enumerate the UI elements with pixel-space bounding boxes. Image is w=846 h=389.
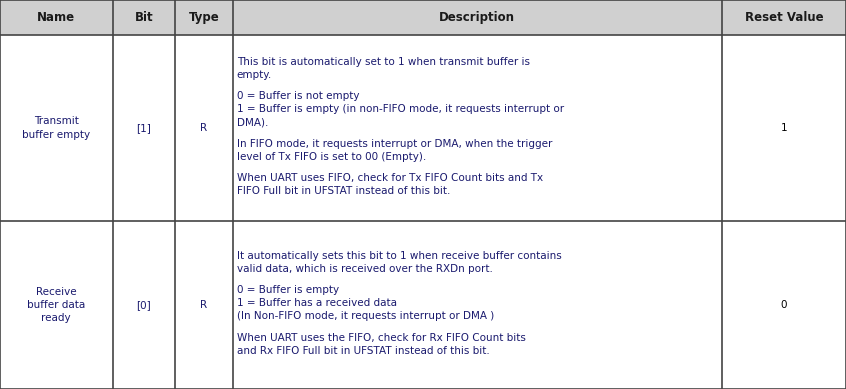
Text: Reset Value: Reset Value [744,11,823,24]
Bar [233,0,722,35]
Bar [0,221,113,389]
Bar [722,35,846,221]
Text: (In Non-FIFO mode, it requests interrupt or DMA ): (In Non-FIFO mode, it requests interrupt… [237,312,494,321]
Text: 1 = Buffer has a received data: 1 = Buffer has a received data [237,298,397,308]
Text: When UART uses FIFO, check for Tx FIFO Count bits and Tx: When UART uses FIFO, check for Tx FIFO C… [237,173,543,183]
Text: 0: 0 [781,300,787,310]
Text: 1 = Buffer is empty (in non-FIFO mode, it requests interrupt or: 1 = Buffer is empty (in non-FIFO mode, i… [237,104,563,114]
Bar [722,221,846,389]
Text: Name: Name [37,11,75,24]
Text: Description: Description [439,11,515,24]
Text: and Rx FIFO Full bit in UFSTAT instead of this bit.: and Rx FIFO Full bit in UFSTAT instead o… [237,346,489,356]
Text: DMA).: DMA). [237,117,268,127]
Text: Type: Type [189,11,219,24]
Bar [0,0,113,35]
Text: R: R [201,300,207,310]
Text: Transmit
buffer empty: Transmit buffer empty [22,116,91,140]
Bar [113,0,175,35]
Text: 0 = Buffer is empty: 0 = Buffer is empty [237,286,338,295]
Text: valid data, which is received over the RXDn port.: valid data, which is received over the R… [237,264,492,274]
Bar [175,35,233,221]
Bar [0,35,113,221]
Bar [722,0,846,35]
Bar [233,221,722,389]
Text: It automatically sets this bit to 1 when receive buffer contains: It automatically sets this bit to 1 when… [237,251,562,261]
Text: 1: 1 [781,123,787,133]
Bar [233,35,722,221]
Text: When UART uses the FIFO, check for Rx FIFO Count bits: When UART uses the FIFO, check for Rx FI… [237,333,525,343]
Bar [113,35,175,221]
Text: [0]: [0] [136,300,151,310]
Text: This bit is automatically set to 1 when transmit buffer is: This bit is automatically set to 1 when … [237,57,530,67]
Text: R: R [201,123,207,133]
Text: Receive
buffer data
ready: Receive buffer data ready [27,287,85,323]
Bar [175,221,233,389]
Bar [113,221,175,389]
Text: empty.: empty. [237,70,272,80]
Text: [1]: [1] [136,123,151,133]
Bar [175,0,233,35]
Text: Bit: Bit [135,11,153,24]
Text: level of Tx FIFO is set to 00 (Empty).: level of Tx FIFO is set to 00 (Empty). [237,152,426,162]
Text: FIFO Full bit in UFSTAT instead of this bit.: FIFO Full bit in UFSTAT instead of this … [237,186,450,196]
Text: In FIFO mode, it requests interrupt or DMA, when the trigger: In FIFO mode, it requests interrupt or D… [237,139,552,149]
Text: 0 = Buffer is not empty: 0 = Buffer is not empty [237,91,360,101]
